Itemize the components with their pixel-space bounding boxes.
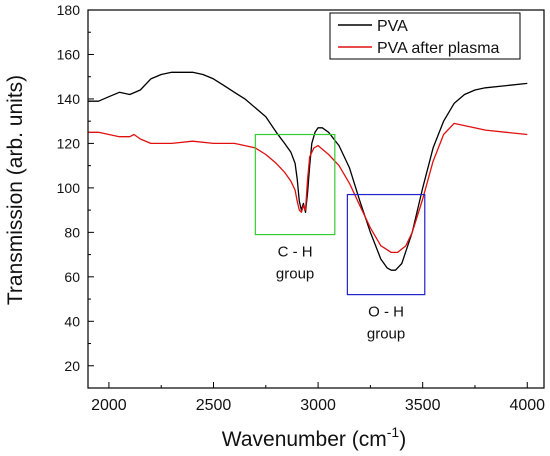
series-line-pva-after-plasma [88,122,528,254]
annotation-box-o-h [346,193,426,296]
x-axis-label-main: Wavenumber (cm [222,428,387,451]
legend-box [329,12,521,60]
y-tick-label: 20 [64,358,80,374]
y-tick-label: 120 [57,135,81,151]
x-axis-label-sup: -1 [387,424,400,440]
annotation-layer: C - H group O - H group [254,133,426,343]
y-tick-label: 140 [57,91,81,107]
x-tick-label: 4000 [509,397,545,414]
annotation-box-c-h [254,133,336,236]
x-tick-label: 2000 [91,397,127,414]
y-tick-label: 160 [57,46,81,62]
annotation-label: group [276,266,314,283]
y-tick-label: 40 [64,313,80,329]
x-tick-label: 3000 [300,397,336,414]
legend-label-pva-after-plasma: PVA after plasma [377,40,500,57]
y-tick-label: 80 [64,224,80,240]
y-axis-label: Transmission (arb. units) [4,75,27,305]
x-tick-label: 2500 [196,397,232,414]
legend: PVA PVA after plasma [329,12,521,60]
series-layer [88,71,528,271]
x-tick-label: 3500 [405,397,441,414]
x-axis-label-close: ) [399,428,406,451]
y-tick-label: 180 [57,2,81,18]
x-axis-label: Wavenumber (cm-1) [222,424,406,451]
annotation-label: C - H [278,244,313,261]
legend-label-pva: PVA [377,18,408,35]
y-tick-label: 100 [57,180,81,196]
annotation-label: group [367,326,405,343]
series-line-pva [88,71,528,271]
annotation-label: O - H [368,304,404,321]
y-tick-label: 60 [64,269,80,285]
x-axis-ticks: 2000 2500 3000 3500 4000 [91,382,545,414]
y-axis-ticks: 20 40 60 80 100 120 140 160 180 [57,2,94,374]
plot-frame [87,9,545,389]
